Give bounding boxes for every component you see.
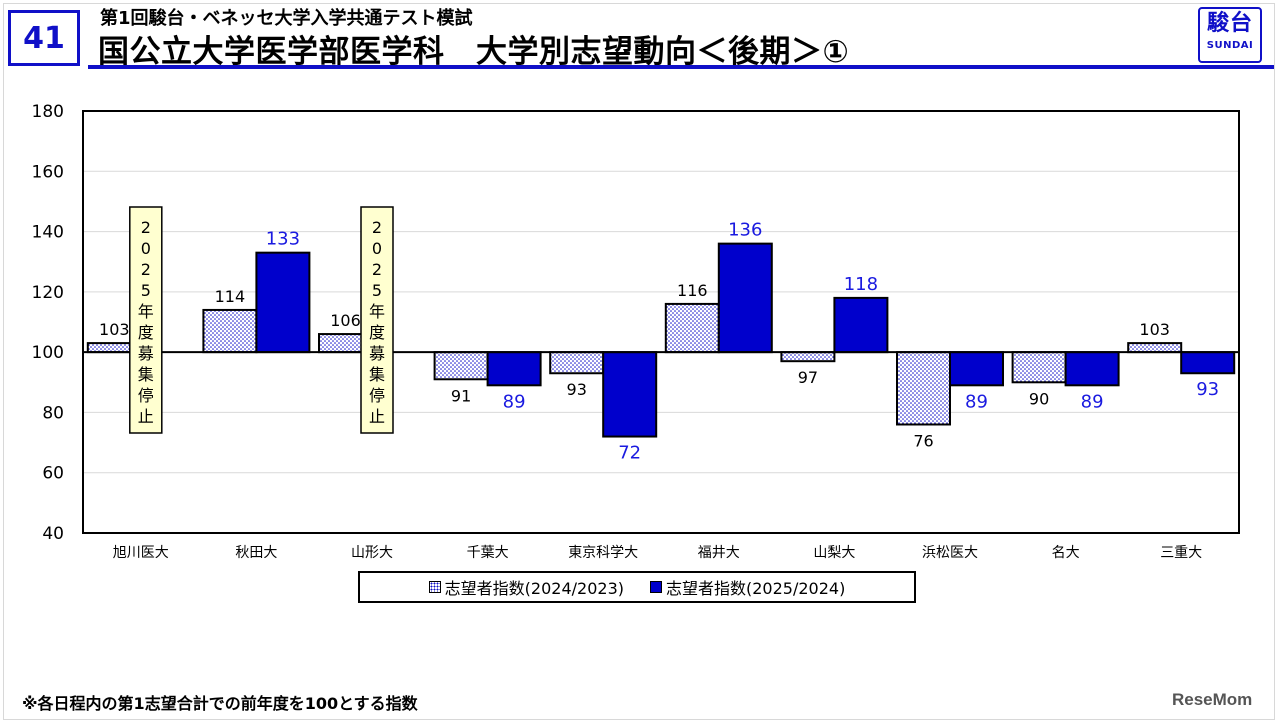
bar-2024 xyxy=(1127,342,1183,354)
chart-legend: 志望者指数(2024/2023) 志望者指数(2025/2024) xyxy=(358,571,916,603)
logo-sub-text: SUNDAI xyxy=(1206,40,1254,51)
x-tick-label: 旭川医大 xyxy=(113,545,169,561)
data-label: 103 xyxy=(99,320,130,339)
sundai-logo: 駿台 SUNDAI xyxy=(1198,7,1262,63)
bar-2024 xyxy=(896,351,951,426)
data-label: 91 xyxy=(451,386,471,405)
x-tick-label: 山形大 xyxy=(351,545,393,561)
bar-2024 xyxy=(1011,351,1067,384)
bar-2025 xyxy=(602,351,658,438)
bar-2025 xyxy=(833,296,889,354)
notice-box xyxy=(360,206,394,434)
data-label: 133 xyxy=(266,229,300,250)
y-tick-label: 60 xyxy=(42,464,64,484)
watermark: ReseMom xyxy=(1172,690,1253,709)
data-label: 76 xyxy=(913,431,933,450)
bar-2024 xyxy=(780,351,836,363)
data-label: 114 xyxy=(215,287,246,306)
bar-2025 xyxy=(1180,351,1236,375)
notice-text: 2 0 2 5 年度募集停止 xyxy=(138,218,154,426)
y-tick-label: 100 xyxy=(32,343,64,363)
notice-box xyxy=(129,206,163,434)
data-label: 93 xyxy=(1196,379,1219,400)
x-tick-label: 東京科学大 xyxy=(568,545,638,561)
x-tick-label: 千葉大 xyxy=(467,545,509,561)
y-tick-label: 180 xyxy=(32,102,64,122)
x-tick-label: 山梨大 xyxy=(813,545,855,561)
data-label: 116 xyxy=(677,281,708,300)
bar-2024 xyxy=(202,308,258,354)
legend-swatch-dotted xyxy=(428,581,441,593)
data-label: 136 xyxy=(728,220,762,241)
footnote: ※各日程内の第1志望合計での前年度を100とする指数 xyxy=(22,694,418,713)
x-tick-label: 福井大 xyxy=(698,545,740,561)
bar-2025 xyxy=(1064,351,1120,387)
x-tick-label: 三重大 xyxy=(1160,545,1202,561)
slide-title: 国公立大学医学部医学科 大学別志望動向＜後期＞① xyxy=(98,34,850,70)
data-label: 72 xyxy=(618,443,641,464)
data-label: 89 xyxy=(503,391,526,412)
bar-2024 xyxy=(549,351,605,375)
y-tick-label: 140 xyxy=(32,223,64,243)
data-label: 97 xyxy=(798,368,818,387)
logo-main-text: 駿台 xyxy=(1206,11,1253,36)
title-underline xyxy=(88,65,1274,69)
data-label: 89 xyxy=(1081,391,1104,412)
slide-frame xyxy=(3,3,1275,720)
legend-item-2024: 志望者指数(2024/2023) xyxy=(428,575,624,599)
plot-area xyxy=(82,110,1240,534)
data-label: 89 xyxy=(965,391,988,412)
x-tick-label: 秋田大 xyxy=(235,545,277,561)
bar-2025 xyxy=(717,242,773,354)
slide-subtitle: 第1回駿台・ベネッセ大学入学共通テスト模試 xyxy=(100,8,473,29)
page-number: 41 xyxy=(8,10,80,66)
x-tick-label: 名大 xyxy=(1052,545,1080,561)
data-label: 90 xyxy=(1029,389,1049,408)
bar-2025 xyxy=(486,351,542,387)
bar-2025 xyxy=(255,251,311,354)
data-label: 118 xyxy=(844,274,878,295)
notice-text: 2 0 2 5 年度募集停止 xyxy=(369,218,385,426)
data-label: 106 xyxy=(330,311,361,330)
data-label: 103 xyxy=(1139,320,1170,339)
data-label: 93 xyxy=(567,380,587,399)
legend-label-2025: 志望者指数(2025/2024) xyxy=(666,579,846,598)
y-tick-label: 120 xyxy=(32,283,64,303)
y-tick-label: 80 xyxy=(42,403,64,423)
y-tick-label: 40 xyxy=(42,524,64,544)
x-tick-label: 浜松医大 xyxy=(922,545,978,561)
legend-swatch-solid xyxy=(650,581,662,593)
bar-2024 xyxy=(433,351,489,381)
bar-2025 xyxy=(949,351,1004,387)
legend-label-2024: 志望者指数(2024/2023) xyxy=(444,579,624,598)
bar-2024 xyxy=(664,302,720,354)
y-tick-label: 160 xyxy=(32,162,64,182)
legend-item-2025: 志望者指数(2025/2024) xyxy=(650,575,845,599)
